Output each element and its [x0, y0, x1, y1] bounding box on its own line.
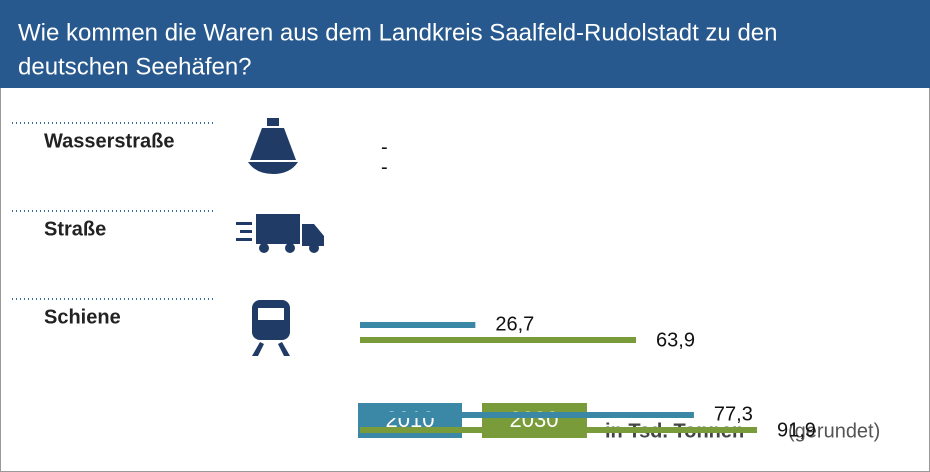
category-label: Wasserstraße [44, 130, 174, 152]
value-label: 26,7 [495, 313, 534, 335]
bar [360, 427, 758, 433]
unit-note: (gerundet) [788, 420, 880, 442]
bar [360, 322, 476, 328]
bar [360, 412, 694, 418]
value-label: - [381, 156, 388, 178]
value-label: 91,9 [777, 419, 816, 441]
truck-icon [236, 214, 324, 253]
value-label: 63,9 [656, 329, 695, 351]
value-label: - [381, 136, 388, 158]
value-label: 77,3 [714, 403, 753, 425]
train-icon [252, 300, 290, 356]
header [0, 0, 930, 88]
title-line: Wie kommen die Waren aus dem Landkreis S… [18, 19, 778, 46]
category-label: Schiene [44, 306, 121, 328]
ship-icon [248, 118, 298, 174]
category-label: Straße [44, 218, 106, 240]
bar [360, 337, 637, 343]
title-line: deutschen Seehäfen? [18, 53, 252, 80]
